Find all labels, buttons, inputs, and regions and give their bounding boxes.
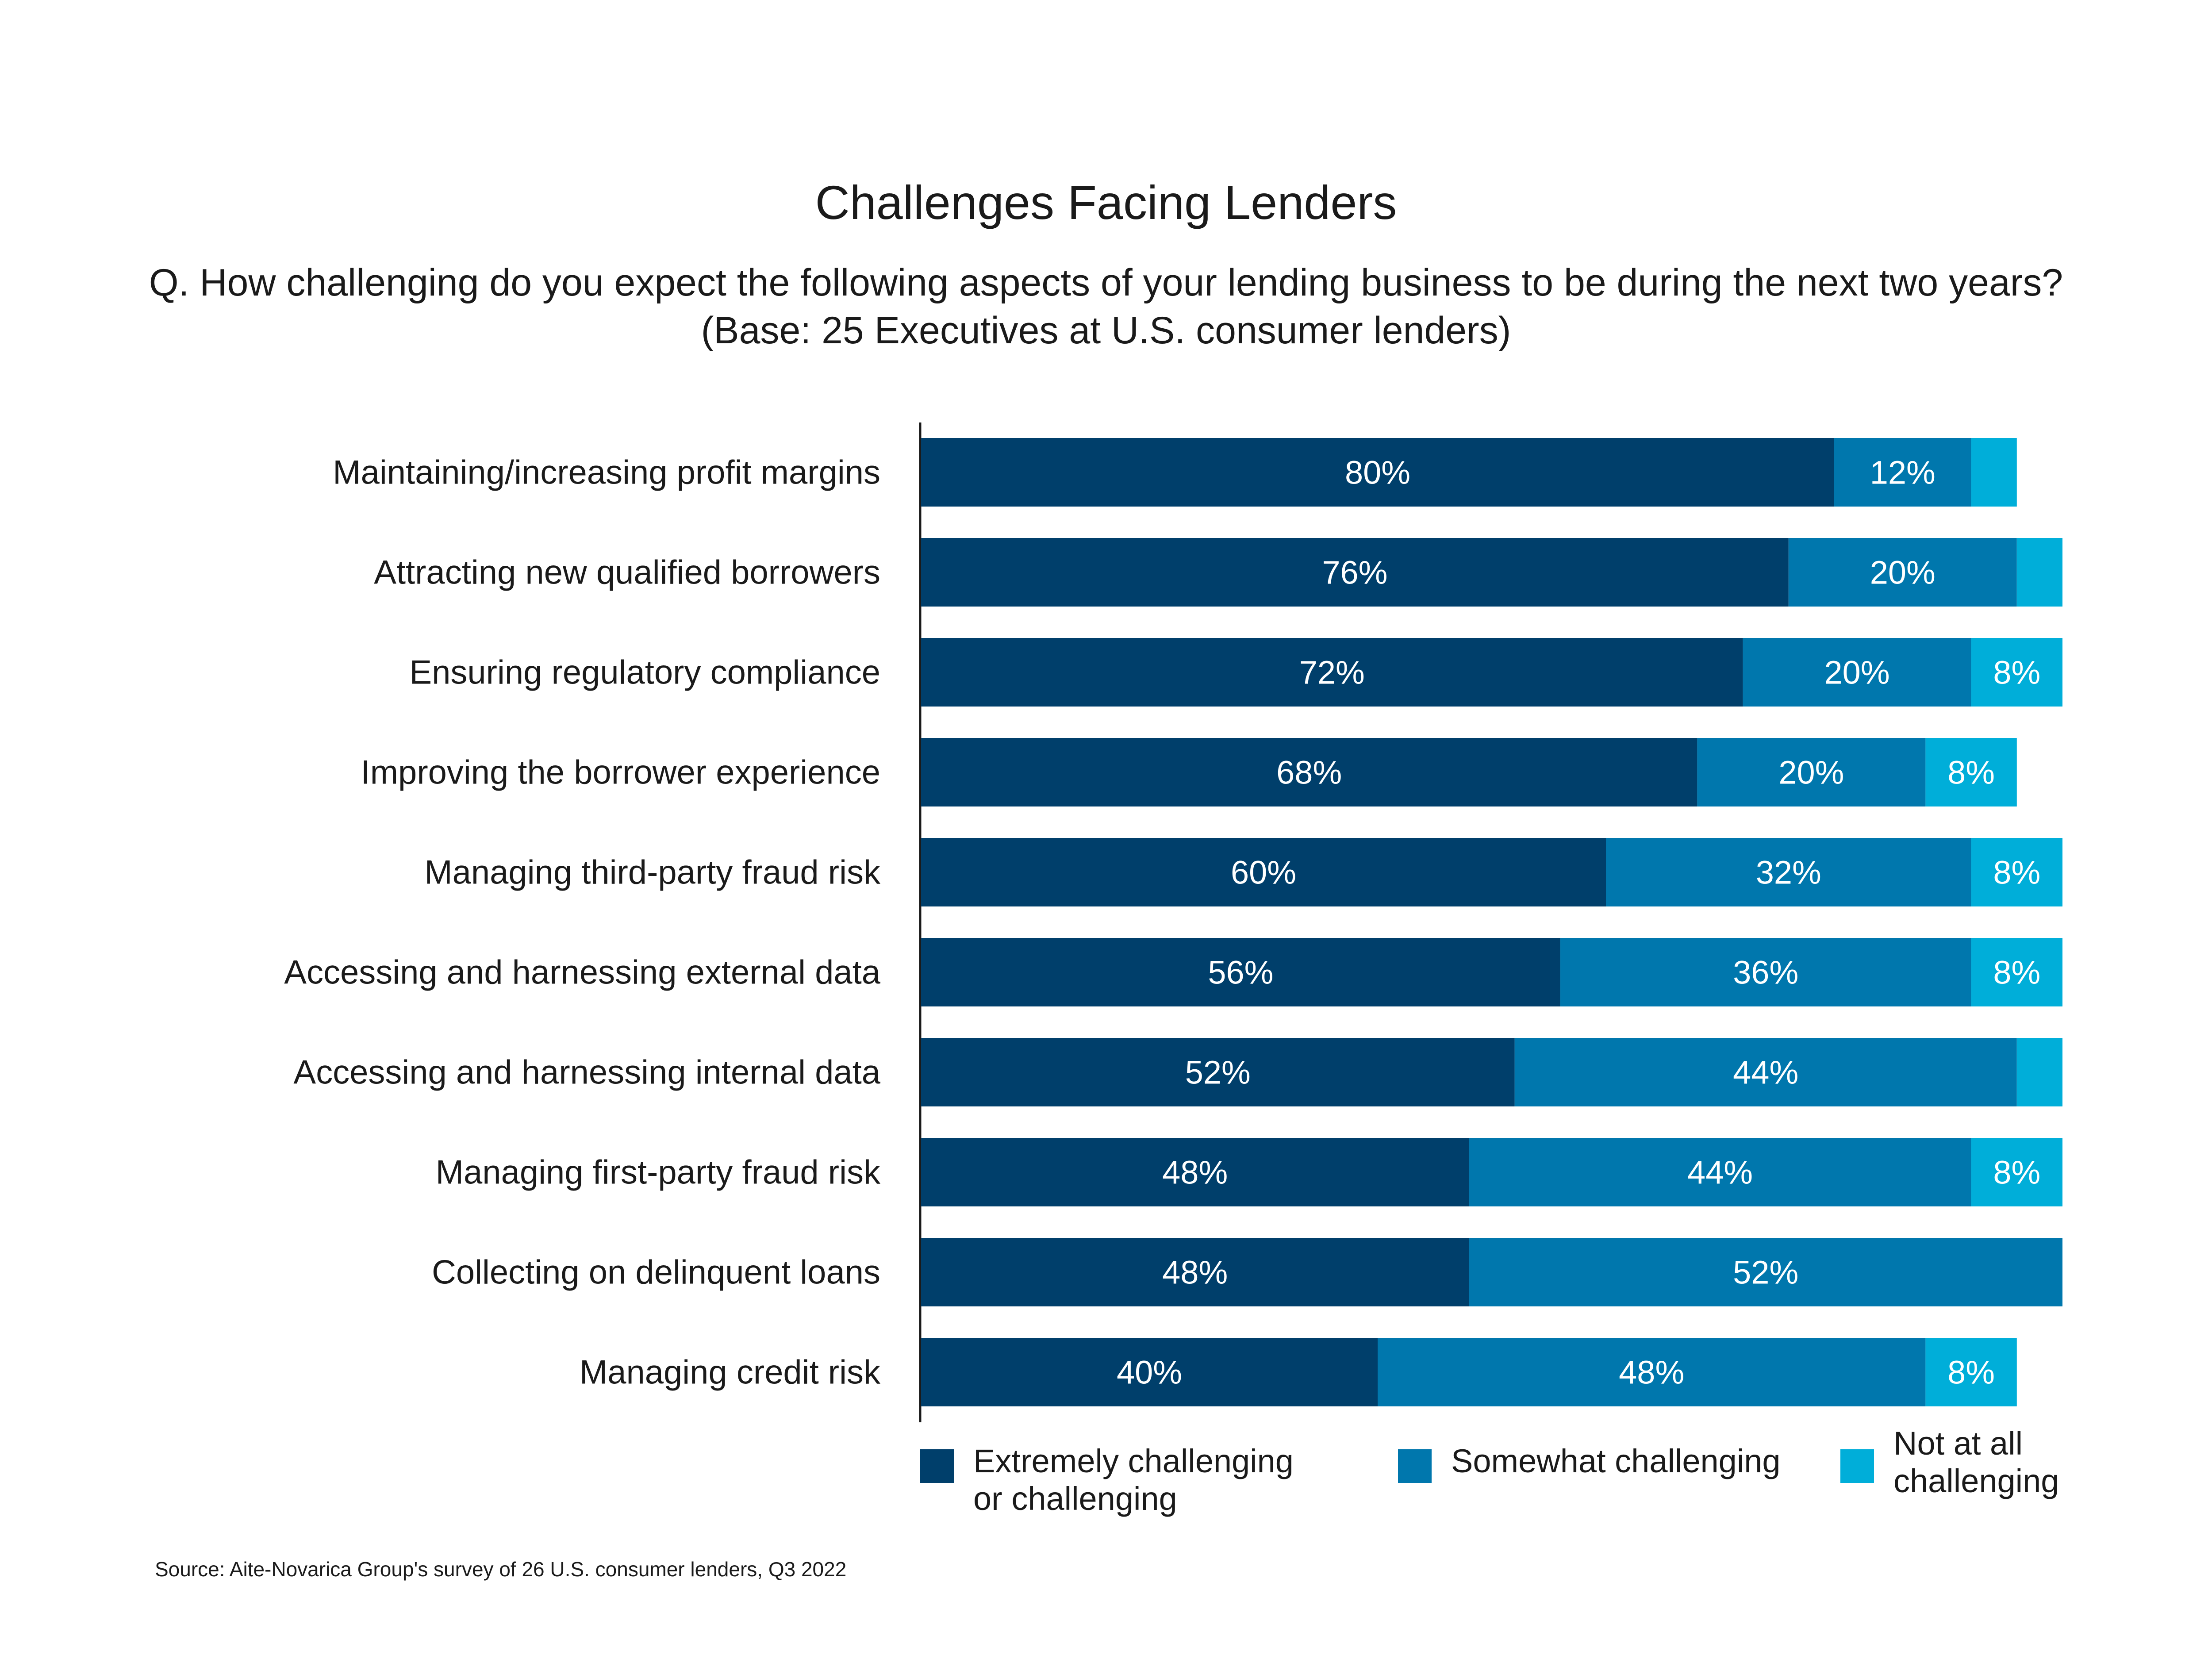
chart-subtitle: Q. How challenging do you expect the fol…	[0, 259, 2212, 355]
bar-segment-extremely-challenging-or-challenging-maintaining-increasing-profit-margins	[921, 438, 1834, 507]
data-label-somewhat-challenging-managing-third-party-fraud-risk: 32%	[1756, 854, 1821, 891]
category-label-maintaining-increasing-profit-margins: Maintaining/increasing profit margins	[333, 454, 880, 492]
legend-item-extremely-challenging: Extremely challenging or challenging	[920, 1442, 1294, 1517]
bar-segment-somewhat-challenging-accessing-and-harnessing-internal-data	[1514, 1038, 2017, 1106]
legend-swatch-somewhat-challenging	[1398, 1449, 1432, 1483]
data-label-extremely-challenging-or-challenging-managing-third-party-fraud-risk: 60%	[1231, 854, 1296, 891]
bar-segment-extremely-challenging-or-challenging-ensuring-regulatory-compliance	[921, 638, 1743, 707]
data-label-extremely-challenging-or-challenging-maintaining-increasing-profit-margins: 80%	[1345, 454, 1410, 491]
legend-label-extremely-challenging: Extremely challenging or challenging	[973, 1443, 1294, 1517]
data-label-somewhat-challenging-ensuring-regulatory-compliance: 20%	[1824, 654, 1890, 691]
legend: Extremely challenging or challenging Som…	[0, 1425, 2212, 1548]
category-label-ensuring-regulatory-compliance: Ensuring regulatory compliance	[409, 654, 880, 691]
category-label-attracting-new-qualified-borrowers: Attracting new qualified borrowers	[374, 554, 880, 591]
legend-label-not-at-all-challenging: Not at all challenging	[1893, 1425, 2059, 1500]
subtitle-question: Q. How challenging do you expect the fol…	[149, 261, 2063, 304]
bar-segment-somewhat-challenging-managing-third-party-fraud-risk	[1606, 838, 1971, 906]
bar-segment-somewhat-challenging-attracting-new-qualified-borrowers	[1788, 538, 2017, 607]
bar-segment-extremely-challenging-or-challenging-managing-third-party-fraud-risk	[921, 838, 1606, 906]
data-label-somewhat-challenging-maintaining-increasing-profit-margins: 12%	[1870, 454, 1936, 491]
bar-segment-not-at-all-challenging-managing-first-party-fraud-risk	[1971, 1138, 2062, 1206]
data-label-somewhat-challenging-collecting-on-delinquent-loans: 52%	[1733, 1254, 1798, 1291]
data-label-extremely-challenging-or-challenging-collecting-on-delinquent-loans: 48%	[1162, 1254, 1228, 1291]
data-label-extremely-challenging-or-challenging-attracting-new-qualified-borrowers: 76%	[1322, 554, 1387, 591]
data-label-not-at-all-challenging-managing-credit-risk: 8%	[1947, 1354, 1995, 1391]
bar-segment-not-at-all-challenging-ensuring-regulatory-compliance	[1971, 638, 2062, 707]
category-label-accessing-and-harnessing-internal-data: Accessing and harnessing internal data	[293, 1054, 880, 1091]
bar-segment-not-at-all-challenging-accessing-and-harnessing-internal-data	[2016, 1038, 2062, 1106]
bar-segment-not-at-all-challenging-maintaining-increasing-profit-margins	[1971, 438, 2017, 507]
bar-segment-extremely-challenging-or-challenging-accessing-and-harnessing-internal-data	[921, 1038, 1515, 1106]
data-label-extremely-challenging-or-challenging-improving-the-borrower-experience: 68%	[1276, 754, 1342, 791]
bar-segment-somewhat-challenging-managing-credit-risk	[1378, 1338, 1926, 1406]
data-label-extremely-challenging-or-challenging-managing-credit-risk: 40%	[1117, 1354, 1182, 1391]
data-label-not-at-all-challenging-managing-first-party-fraud-risk: 8%	[1993, 1154, 2040, 1191]
data-label-somewhat-challenging-managing-first-party-fraud-risk: 44%	[1687, 1154, 1753, 1191]
bar-segment-extremely-challenging-or-challenging-attracting-new-qualified-borrowers	[921, 538, 1789, 607]
category-label-accessing-and-harnessing-external-data: Accessing and harnessing external data	[284, 954, 880, 991]
bar-segment-not-at-all-challenging-accessing-and-harnessing-external-data	[1971, 938, 2062, 1006]
data-label-not-at-all-challenging-improving-the-borrower-experience: 8%	[1947, 754, 1995, 791]
category-label-collecting-on-delinquent-loans: Collecting on delinquent loans	[432, 1254, 880, 1291]
data-label-not-at-all-challenging-managing-third-party-fraud-risk: 8%	[1993, 854, 2040, 891]
data-label-somewhat-challenging-managing-credit-risk: 48%	[1619, 1354, 1684, 1391]
category-label-managing-credit-risk: Managing credit risk	[580, 1354, 881, 1391]
data-label-somewhat-challenging-improving-the-borrower-experience: 20%	[1778, 754, 1844, 791]
bar-segment-not-at-all-challenging-managing-third-party-fraud-risk	[1971, 838, 2062, 906]
bar-segment-somewhat-challenging-improving-the-borrower-experience	[1697, 738, 1926, 806]
data-label-not-at-all-challenging-ensuring-regulatory-compliance: 8%	[1993, 654, 2040, 691]
bar-segment-somewhat-challenging-collecting-on-delinquent-loans	[1469, 1238, 2062, 1306]
data-label-somewhat-challenging-accessing-and-harnessing-internal-data: 44%	[1733, 1054, 1798, 1091]
bar-segment-somewhat-challenging-ensuring-regulatory-compliance	[1743, 638, 1971, 707]
data-label-extremely-challenging-or-challenging-ensuring-regulatory-compliance: 72%	[1299, 654, 1365, 691]
source-note: Source: Aite-Novarica Group's survey of …	[155, 1558, 847, 1581]
bar-segment-somewhat-challenging-maintaining-increasing-profit-margins	[1834, 438, 1971, 507]
data-label-extremely-challenging-or-challenging-accessing-and-harnessing-external-data: 56%	[1208, 954, 1273, 991]
bar-segment-not-at-all-challenging-attracting-new-qualified-borrowers	[2016, 538, 2062, 607]
data-label-not-at-all-challenging-accessing-and-harnessing-external-data: 8%	[1993, 954, 2040, 991]
legend-label-somewhat-challenging: Somewhat challenging	[1451, 1443, 1781, 1479]
bar-segment-extremely-challenging-or-challenging-improving-the-borrower-experience	[921, 738, 1697, 806]
bar-segment-not-at-all-challenging-improving-the-borrower-experience	[1925, 738, 2017, 806]
bar-segment-not-at-all-challenging-managing-credit-risk	[1925, 1338, 2017, 1406]
legend-item-not-at-all-challenging: Not at all challenging	[1840, 1425, 2059, 1500]
chart-title: Challenges Facing Lenders	[815, 176, 1397, 229]
bar-segment-somewhat-challenging-accessing-and-harnessing-external-data	[1560, 938, 1971, 1006]
subtitle-base: (Base: 25 Executives at U.S. consumer le…	[701, 309, 1511, 352]
bar-segment-somewhat-challenging-managing-first-party-fraud-risk	[1469, 1138, 1971, 1206]
data-label-extremely-challenging-or-challenging-managing-first-party-fraud-risk: 48%	[1162, 1154, 1228, 1191]
data-label-extremely-challenging-or-challenging-accessing-and-harnessing-internal-data: 52%	[1185, 1054, 1251, 1091]
legend-swatch-not-at-all-challenging	[1840, 1449, 1874, 1483]
data-label-somewhat-challenging-attracting-new-qualified-borrowers: 20%	[1870, 554, 1936, 591]
legend-swatch-extremely-challenging	[920, 1449, 954, 1483]
category-label-improving-the-borrower-experience: Improving the borrower experience	[361, 754, 880, 791]
legend-item-somewhat-challenging: Somewhat challenging	[1398, 1442, 1781, 1483]
bar-segment-extremely-challenging-or-challenging-accessing-and-harnessing-external-data	[921, 938, 1560, 1006]
bar-segment-extremely-challenging-or-challenging-managing-credit-risk	[921, 1338, 1378, 1406]
bar-segment-extremely-challenging-or-challenging-managing-first-party-fraud-risk	[921, 1138, 1469, 1206]
category-label-managing-third-party-fraud-risk: Managing third-party fraud risk	[424, 854, 881, 891]
bar-segment-extremely-challenging-or-challenging-collecting-on-delinquent-loans	[921, 1238, 1469, 1306]
data-label-somewhat-challenging-accessing-and-harnessing-external-data: 36%	[1733, 954, 1798, 991]
category-label-managing-first-party-fraud-risk: Managing first-party fraud risk	[436, 1154, 881, 1191]
